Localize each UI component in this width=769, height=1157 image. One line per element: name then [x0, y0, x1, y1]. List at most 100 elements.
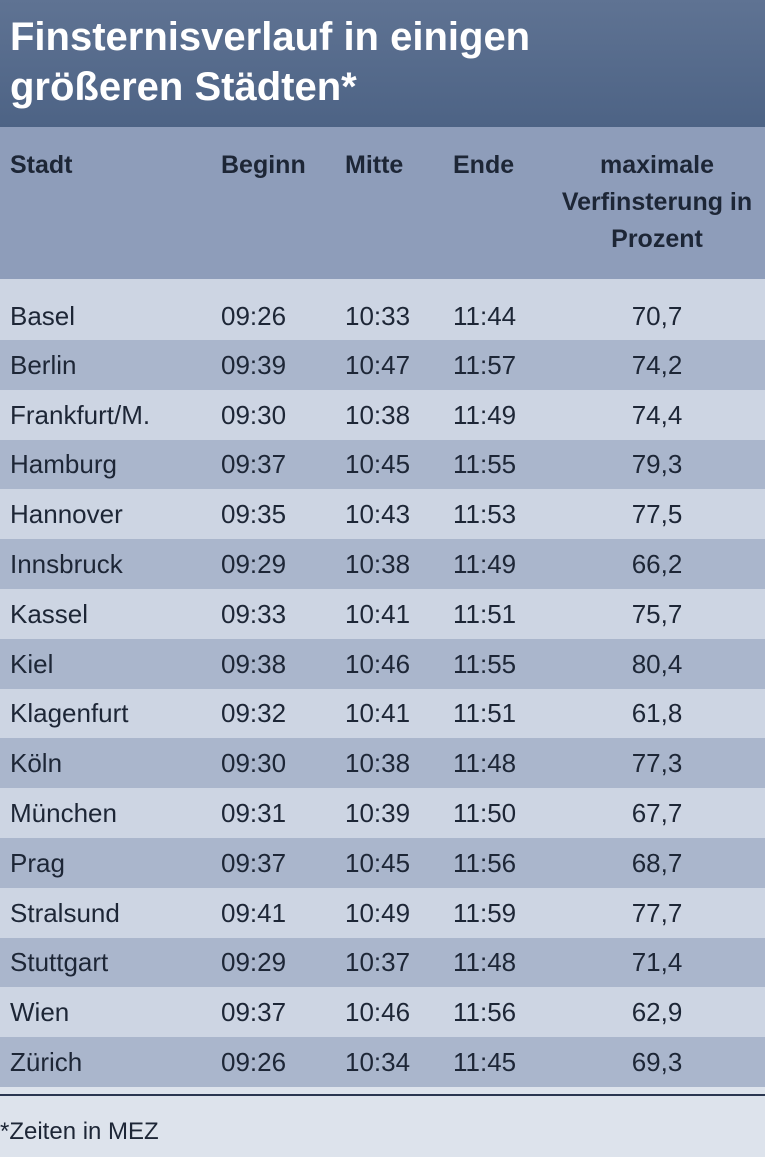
table-cell: 10:49: [345, 897, 411, 928]
table-cell: 11:57: [453, 349, 517, 380]
table-cell: 09:29: [221, 947, 287, 978]
table-row: Wien 09:37 10:46 11:56 62,9: [0, 987, 765, 1038]
table-cell: 10:38: [345, 549, 411, 580]
table-cell: Kiel: [10, 648, 54, 679]
column-header: Ende: [453, 151, 515, 179]
table-cell: 11:44: [453, 300, 517, 331]
table-cell: 11:49: [453, 399, 517, 430]
table-cell: 79,3: [631, 449, 683, 480]
table-cell: 09:31: [221, 798, 287, 829]
table-cell: 10:45: [345, 847, 411, 878]
table-cell: 11:53: [453, 499, 517, 530]
header-row: Stadt Beginn Mitte Ende maximale Verfinsteru…: [0, 127, 765, 279]
table-cell: 10:38: [345, 399, 411, 430]
table-cell: 62,9: [631, 997, 683, 1028]
table-cell: 09:33: [221, 598, 287, 629]
table-cell: 09:26: [221, 300, 287, 331]
table-cell: 11:45: [453, 1047, 517, 1078]
table-cell: München: [10, 798, 117, 829]
bottom-rule: [0, 1094, 765, 1096]
table-cell: 66,2: [631, 549, 683, 580]
table-cell: 11:55: [453, 449, 517, 480]
table-cell: Klagenfurt: [10, 698, 129, 729]
table-cell: 69,3: [631, 1047, 683, 1078]
table-cell: 10:41: [345, 698, 411, 729]
table-cell: 09:30: [221, 399, 287, 430]
table-cell: 10:37: [345, 947, 411, 978]
table-cell: 09:29: [221, 549, 287, 580]
table-cell: 71,4: [631, 947, 683, 978]
table-row: Stralsund 09:41 10:49 11:59 77,7: [0, 887, 765, 938]
table-cell: 09:35: [221, 499, 287, 530]
table-cell: 09:32: [221, 698, 287, 729]
table-cell: 09:37: [221, 449, 287, 480]
table-cell: 11:48: [453, 947, 517, 978]
table-cell: 11:56: [453, 997, 517, 1028]
table-row: Berlin 09:39 10:47 11:57 74,2: [0, 340, 765, 390]
column-header: Mitte: [345, 151, 404, 179]
table-cell: 10:38: [345, 748, 411, 779]
column-header: Stadt: [10, 151, 73, 179]
table-cell: 11:49: [453, 549, 517, 580]
table-row: Hannover 09:35 10:43 11:53 77,5: [0, 489, 765, 540]
table-row: München 09:31 10:39 11:50 67,7: [0, 788, 765, 838]
column-header: Beginn: [221, 151, 306, 179]
table-cell: 10:47: [345, 349, 411, 380]
table-cell: Hamburg: [10, 449, 117, 480]
table-cell: 80,4: [631, 648, 683, 679]
table-cell: 11:56: [453, 847, 517, 878]
table-cell: 09:37: [221, 997, 287, 1028]
table-cell: 11:55: [453, 648, 517, 679]
table-cell: 10:33: [345, 300, 411, 331]
title: Finsternisverlauf in einigen größeren St…: [10, 15, 531, 109]
column-header: maximale Verfinsterung in Prozent: [561, 151, 753, 253]
table-cell: 10:46: [345, 997, 411, 1028]
table-cell: 10:45: [345, 449, 411, 480]
table-cell: 77,7: [631, 897, 683, 928]
table-row: Hamburg 09:37 10:45 11:55 79,3: [0, 439, 765, 490]
table-cell: 09:30: [221, 748, 287, 779]
table-row: Kassel 09:33 10:41 11:51 75,7: [0, 589, 765, 639]
table-cell: 68,7: [631, 847, 683, 878]
table-cell: Hannover: [10, 499, 123, 530]
table-cell: Berlin: [10, 349, 77, 380]
table-row: Kiel 09:38 10:46 11:55 80,4: [0, 638, 765, 689]
table-cell: Basel: [10, 300, 76, 331]
table-cell: 77,3: [631, 748, 683, 779]
table-cell: Frankfurt/M.: [10, 399, 151, 430]
title-band: Finsternisverlauf in einigen größeren St…: [0, 0, 765, 127]
table-cell: 11:51: [453, 698, 517, 729]
table-cell: Köln: [10, 748, 63, 779]
table-row: Köln 09:30 10:38 11:48 77,3: [0, 738, 765, 789]
footnote: *Zeiten in MEZ: [0, 1118, 159, 1145]
table-cell: 11:59: [453, 897, 517, 928]
table-cell: 09:26: [221, 1047, 287, 1078]
table-cell: 74,2: [631, 349, 683, 380]
table-cell: 10:43: [345, 499, 411, 530]
table-row: Klagenfurt 09:32 10:41 11:51 61,8: [0, 688, 765, 739]
table-cell: Wien: [10, 997, 70, 1028]
table-row: Prag 09:37 10:45 11:56 68,7: [0, 838, 765, 888]
table-row: Frankfurt/M. 09:30 10:38 11:49 74,4: [0, 389, 765, 440]
table-cell: 10:41: [345, 598, 411, 629]
table-row: Zürich 09:26 10:34 11:45 69,3: [0, 1037, 765, 1087]
table-cell: 11:48: [453, 748, 517, 779]
table-cell: 09:39: [221, 349, 287, 380]
table-cell: 10:34: [345, 1047, 411, 1078]
table-cell: 61,8: [631, 698, 683, 729]
table-cell: Innsbruck: [10, 549, 123, 580]
table-cell: 09:38: [221, 648, 287, 679]
table-cell: 67,7: [631, 798, 683, 829]
table-cell: 09:41: [221, 897, 287, 928]
table-cell: 75,7: [631, 598, 683, 629]
table-cell: 10:46: [345, 648, 411, 679]
table-row: Stuttgart 09:29 10:37 11:48 71,4: [0, 937, 765, 988]
table-row: Basel 09:26 10:33 11:44 70,7: [0, 279, 765, 340]
table-cell: Stuttgart: [10, 947, 109, 978]
table-cell: 11:50: [453, 798, 517, 829]
table-cell: 10:39: [345, 798, 411, 829]
table-cell: 74,4: [631, 399, 683, 430]
table-cell: 11:51: [453, 598, 517, 629]
